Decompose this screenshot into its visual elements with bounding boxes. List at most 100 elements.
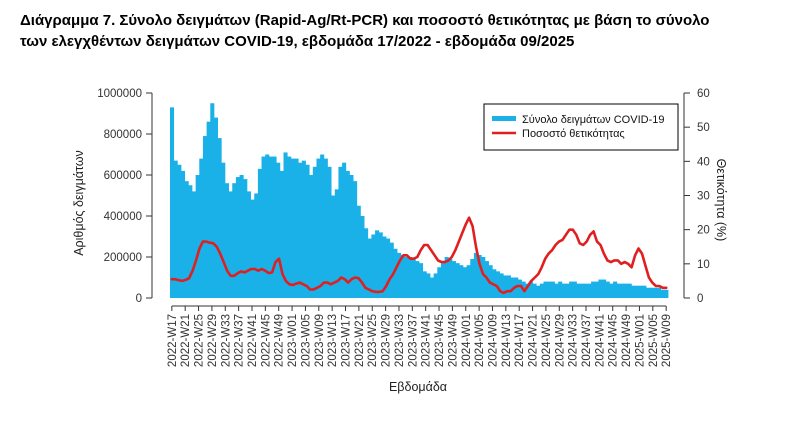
bar	[462, 267, 467, 298]
x-axis-tick-label: 2024-W29	[554, 314, 566, 367]
bar	[272, 156, 277, 298]
bar	[419, 263, 424, 298]
right-axis-tick-label: 0	[697, 293, 703, 305]
x-axis-tick-label: 2022-W49	[274, 314, 286, 367]
bar	[572, 281, 577, 298]
bar	[334, 189, 339, 298]
bar	[301, 160, 306, 298]
bar	[279, 170, 284, 298]
bar	[353, 181, 358, 298]
bar	[250, 199, 255, 298]
bar	[356, 205, 361, 298]
bar	[627, 283, 632, 298]
x-axis-tick-label: 2022-W41	[247, 314, 259, 367]
bar	[580, 283, 585, 298]
right-axis-tick-label: 30	[697, 191, 710, 203]
bar	[323, 158, 328, 298]
right-axis: 0 10 20 30 40 50 60	[683, 88, 710, 305]
bar	[408, 257, 413, 298]
bar	[415, 261, 420, 298]
bar	[536, 285, 541, 298]
x-axis-tick-label: 2024-W49	[621, 314, 633, 367]
bar	[298, 162, 303, 298]
x-axis-tick-label: 2023-W49	[447, 314, 459, 367]
bar	[558, 281, 563, 298]
bar	[591, 281, 596, 298]
bar	[635, 285, 640, 298]
bar	[503, 275, 508, 298]
x-axis-tick-label: 2023-W21	[354, 314, 366, 367]
x-axis-tick-label: 2022-W21	[180, 314, 192, 367]
bar	[309, 175, 314, 298]
bar	[400, 254, 405, 298]
bar	[232, 183, 237, 298]
right-axis-tick-label: 20	[697, 225, 710, 237]
chart-title: Διάγραμμα 7. Σύνολο δειγμάτων (Rapid-Ag/…	[20, 10, 780, 52]
left-axis-tick-label: 800000	[104, 129, 142, 141]
bar	[477, 254, 482, 298]
bar	[386, 238, 391, 298]
bar	[320, 154, 325, 298]
bar	[173, 160, 178, 298]
bar	[631, 285, 636, 298]
bar	[448, 259, 453, 298]
x-axis-tick-label: 2023-W33	[394, 314, 406, 367]
bar	[565, 283, 570, 298]
x-axis-tick-label: 2024-W05	[474, 314, 486, 367]
bar	[243, 179, 248, 298]
bar	[261, 156, 266, 298]
bar	[470, 259, 475, 298]
bar	[191, 191, 197, 298]
bar	[543, 281, 548, 298]
bar	[294, 158, 299, 298]
x-axis-tick-label: 2023-W37	[407, 314, 419, 367]
bar	[539, 283, 544, 298]
bar	[547, 281, 552, 298]
bar	[254, 193, 259, 298]
bar	[210, 103, 215, 298]
left-axis-tick-label: 600000	[104, 170, 142, 182]
bar	[338, 166, 343, 298]
x-axis-tick-label: 2022-W29	[207, 314, 219, 367]
bar	[517, 279, 522, 298]
x-axis-tick-label: 2024-W13	[501, 314, 513, 367]
bar	[345, 170, 350, 298]
bar	[660, 289, 665, 298]
bar	[268, 156, 273, 298]
legend-line-label: Ποσοστό θετικότητας	[522, 128, 625, 140]
bar	[616, 283, 621, 298]
right-axis-tick-label: 40	[697, 156, 710, 168]
bar	[224, 183, 229, 298]
bar	[437, 267, 442, 298]
chart-title-line-2: των ελεγχθέντων δειγμάτων COVID-19, εβδο…	[20, 33, 575, 50]
bar	[312, 166, 317, 298]
right-axis-tick-label: 60	[697, 88, 710, 100]
bar	[202, 136, 208, 298]
x-axis-label: Εβδομάδα	[389, 380, 447, 394]
x-axis-tick-label: 2024-W01	[461, 314, 473, 367]
bar	[239, 175, 244, 298]
left-axis-tick-label: 400000	[104, 211, 142, 223]
bar	[276, 162, 281, 298]
bar	[602, 279, 607, 298]
bar	[481, 257, 486, 298]
bar	[342, 162, 347, 298]
bar	[217, 138, 222, 298]
bar	[664, 289, 669, 298]
bar	[605, 281, 610, 298]
bar	[598, 279, 603, 298]
x-axis-tick-label: 2023-W09	[314, 314, 326, 367]
bar	[624, 283, 629, 298]
bar	[305, 164, 310, 298]
bar	[550, 281, 555, 298]
bar	[506, 275, 511, 298]
bar	[429, 277, 435, 298]
bar	[375, 230, 380, 298]
x-axis-tick-label: 2023-W17	[341, 314, 353, 367]
bar	[360, 216, 365, 298]
bar	[188, 185, 193, 298]
bar	[378, 232, 383, 298]
bar	[569, 281, 574, 298]
bar	[177, 164, 182, 298]
